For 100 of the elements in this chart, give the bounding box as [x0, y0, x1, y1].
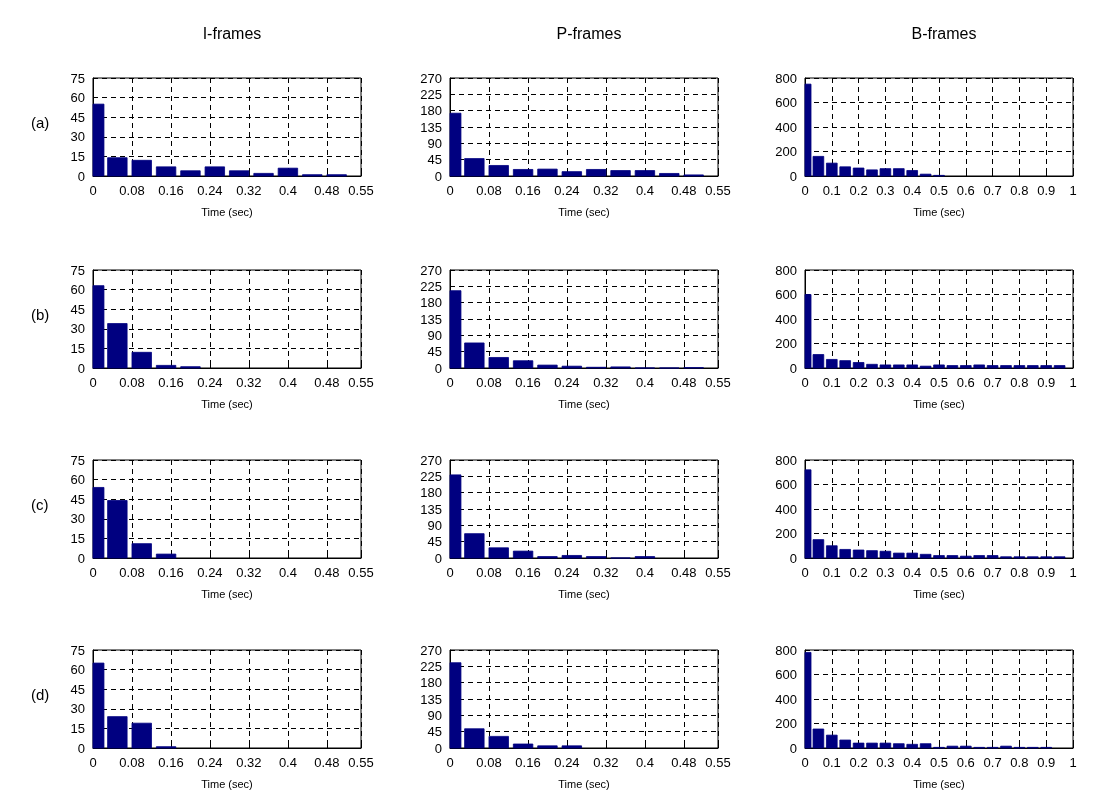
y-tick-label: 90	[427, 135, 442, 151]
x-tick-label: 0.2	[849, 375, 868, 390]
x-tick-label: 0	[89, 565, 97, 580]
x-tick-label: 0	[89, 375, 97, 390]
chart-title: B-frames	[911, 24, 977, 42]
y-tick-label: 600	[775, 667, 797, 682]
y-tick-label: 400	[775, 311, 797, 327]
y-tick-label: 15	[70, 720, 85, 736]
x-tick-label: 0.48	[314, 375, 340, 390]
y-tick-label: 135	[420, 691, 442, 707]
x-tick-label: 0.5	[929, 183, 949, 198]
y-tick-label: 400	[775, 691, 797, 707]
x-tick-label: 0.5	[929, 755, 949, 770]
x-tick-label: 0.24	[554, 565, 580, 580]
x-tick-label: 0.16	[515, 565, 541, 580]
y-tick-label: 800	[775, 70, 797, 86]
y-tick-label: 0	[789, 740, 797, 756]
y-tick-label: 45	[70, 109, 85, 125]
y-tick-label: 0	[434, 168, 442, 184]
y-tick-label: 45	[427, 534, 442, 550]
y-tick-label: 75	[70, 452, 85, 468]
y-tick-label: 200	[775, 336, 797, 351]
y-tick-label: 135	[420, 311, 442, 327]
x-tick-label: 0	[446, 375, 454, 390]
text: (c)	[31, 496, 49, 513]
y-tick-label: 0	[77, 360, 85, 376]
y-tick-label: 75	[70, 642, 85, 658]
y-tick-label: 200	[775, 144, 797, 159]
y-tick-label: 200	[775, 526, 797, 541]
x-tick-label: 0.4	[635, 565, 654, 580]
y-tick-label: 180	[420, 295, 442, 311]
x-axis-title: Time (sec)	[201, 397, 253, 410]
x-tick-label: 0.6	[956, 565, 975, 580]
x-tick-label: 0.32	[593, 375, 619, 390]
y-tick-label: 60	[70, 662, 85, 678]
x-tick-label: 0.16	[158, 565, 184, 580]
x-tick-label: 0.3	[876, 755, 895, 770]
y-tick-label: 15	[70, 148, 85, 164]
x-tick-label: 0.16	[515, 183, 541, 198]
x-tick-label: 0.8	[1010, 755, 1029, 770]
y-tick-label: 180	[420, 485, 442, 501]
x-tick-label: 0.48	[671, 565, 697, 580]
y-tick-label: 90	[427, 517, 442, 533]
y-tick-label: 90	[427, 327, 442, 343]
x-tick-label: 0.55	[348, 755, 374, 770]
x-tick-label: 0.16	[515, 755, 541, 770]
x-tick-label: 0.08	[476, 183, 502, 198]
y-tick-label: 45	[427, 344, 442, 360]
x-tick-label: 0.32	[236, 183, 262, 198]
x-tick-label: 0.55	[705, 755, 731, 770]
y-tick-label: 45	[427, 724, 442, 740]
x-tick-label: 0.48	[671, 375, 697, 390]
x-axis-title: Time (sec)	[201, 205, 253, 218]
x-tick-label: 0.6	[956, 755, 975, 770]
x-tick-label: 0.7	[983, 565, 1002, 580]
x-axis-title: Time (sec)	[913, 397, 965, 410]
x-tick-label: 0.7	[983, 755, 1002, 770]
x-tick-label: 0.4	[635, 755, 654, 770]
x-tick-label: 0.55	[348, 565, 374, 580]
x-tick-label: 0.5	[929, 375, 949, 390]
x-tick-label: 0	[446, 183, 454, 198]
y-tick-label: 60	[70, 472, 85, 488]
y-tick-label: 90	[427, 707, 442, 723]
text: (a)	[31, 114, 50, 131]
x-tick-label: 0.1	[822, 755, 841, 770]
x-tick-label: 0.3	[876, 565, 895, 580]
x-tick-label: 0.48	[671, 755, 697, 770]
y-tick-label: 600	[775, 287, 797, 302]
y-tick-label: 45	[427, 152, 442, 168]
x-tick-label: 0.7	[983, 183, 1002, 198]
x-tick-label: 0.48	[671, 183, 697, 198]
y-tick-label: 0	[789, 168, 797, 184]
x-axis-title: Time (sec)	[201, 587, 253, 600]
x-axis-title: Time (sec)	[558, 397, 610, 410]
x-tick-label: 0.5	[929, 565, 949, 580]
x-tick-label: 0	[801, 183, 809, 198]
x-tick-label: 0.1	[822, 565, 841, 580]
chart-title: I-frames	[202, 24, 262, 42]
y-tick-label: 30	[70, 321, 85, 337]
y-tick-label: 225	[420, 468, 442, 484]
x-tick-label: 0	[89, 755, 97, 770]
x-tick-label: 0.55	[348, 183, 374, 198]
x-tick-label: 0.08	[476, 755, 502, 770]
y-tick-label: 45	[70, 681, 85, 697]
y-tick-label: 0	[434, 740, 442, 756]
x-tick-label: 0.9	[1037, 565, 1056, 580]
x-tick-label: 0.7	[983, 375, 1002, 390]
y-tick-label: 135	[420, 501, 442, 517]
x-tick-label: 0.55	[705, 375, 731, 390]
y-tick-label: 400	[775, 119, 797, 135]
x-tick-label: 0.4	[903, 565, 922, 580]
x-axis-title: Time (sec)	[913, 777, 965, 790]
y-tick-label: 45	[70, 301, 85, 317]
x-tick-label: 0.32	[593, 755, 619, 770]
y-tick-label: 0	[789, 360, 797, 376]
y-tick-label: 800	[775, 642, 797, 658]
y-tick-label: 600	[775, 477, 797, 492]
y-tick-label: 600	[775, 95, 797, 110]
x-tick-label: 0.32	[593, 565, 619, 580]
x-axis-title: Time (sec)	[558, 587, 610, 600]
